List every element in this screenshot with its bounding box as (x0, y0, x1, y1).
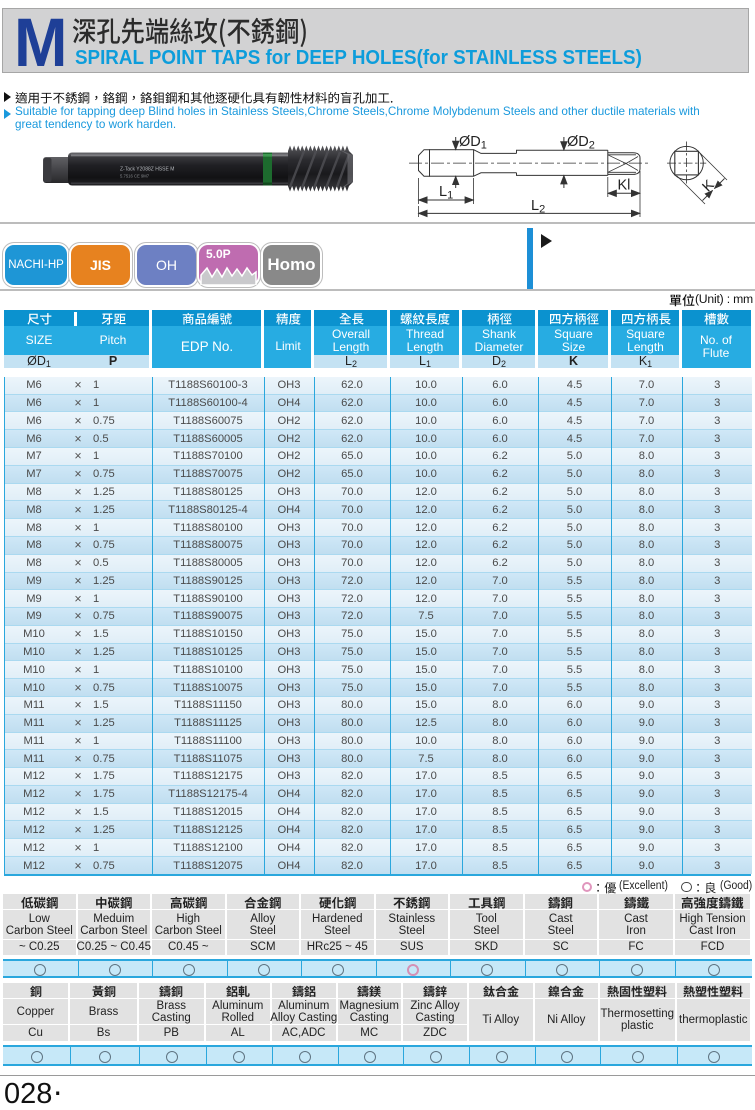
svg-text:K: K (700, 177, 718, 195)
svg-text:ØD1: ØD1 (459, 134, 487, 152)
svg-text:ØD2: ØD2 (567, 134, 595, 152)
svg-text:L2: L2 (531, 198, 545, 216)
svg-text:L1: L1 (439, 184, 453, 202)
svg-text:Kl: Kl (618, 178, 631, 194)
svg-text:5.7516 CE 9M7: 5.7516 CE 9M7 (120, 174, 150, 179)
svg-text:Z-Tack Y2088Z HSSE M: Z-Tack Y2088Z HSSE M (120, 167, 174, 173)
